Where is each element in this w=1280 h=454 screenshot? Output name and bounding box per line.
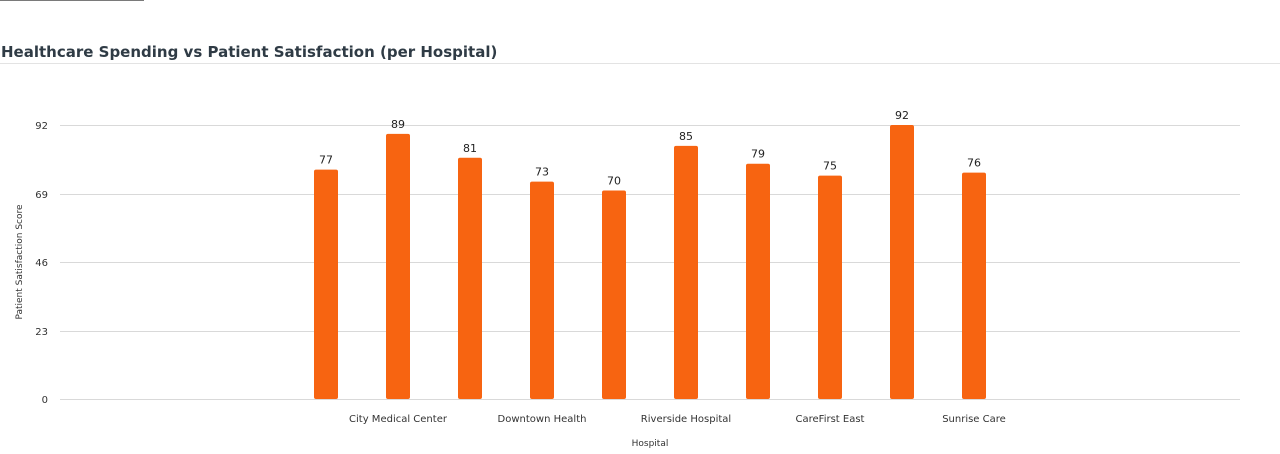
bars xyxy=(314,125,986,399)
title-divider xyxy=(0,63,1280,64)
x-tick-label: City Medical Center xyxy=(349,414,448,425)
y-tick-label: 0 xyxy=(42,395,48,406)
x-tick-label: Riverside Hospital xyxy=(641,414,731,425)
data-label: 85 xyxy=(679,130,693,143)
y-tick-label: 46 xyxy=(35,258,48,269)
data-labels: 77 89 81 73 70 85 79 75 92 76 xyxy=(319,109,981,188)
data-label: 77 xyxy=(319,154,333,167)
top-rule xyxy=(0,0,144,1)
data-label: 70 xyxy=(607,175,621,188)
bar xyxy=(818,175,842,399)
y-tick-labels: 0 23 46 69 92 xyxy=(35,121,48,406)
x-tick-labels: City Medical Center Downtown Health Rivers… xyxy=(349,414,1006,425)
chart-title: Healthcare Spending vs Patient Satisfact… xyxy=(1,43,498,61)
bar xyxy=(890,125,914,399)
data-label: 79 xyxy=(751,148,765,161)
y-axis-title: Patient Satisfaction Score xyxy=(15,204,25,320)
bar xyxy=(530,181,554,399)
bar xyxy=(674,145,698,399)
data-label: 76 xyxy=(967,157,981,170)
data-label: 92 xyxy=(895,109,909,122)
y-tick-label: 69 xyxy=(35,190,48,201)
x-tick-label: Sunrise Care xyxy=(942,414,1006,425)
bar xyxy=(602,190,626,399)
y-tick-label: 23 xyxy=(35,327,48,338)
data-label: 89 xyxy=(391,118,405,131)
bar xyxy=(746,163,770,399)
bar xyxy=(386,133,410,399)
grid-layer xyxy=(60,125,1240,400)
data-label: 75 xyxy=(823,160,837,173)
x-tick-label: CareFirst East xyxy=(796,414,865,425)
data-label: 81 xyxy=(463,142,477,155)
bar xyxy=(314,169,338,399)
data-label: 73 xyxy=(535,166,549,179)
bar xyxy=(458,157,482,399)
bar xyxy=(962,172,986,399)
x-tick-label: Downtown Health xyxy=(498,414,587,425)
x-axis-title: Hospital xyxy=(632,439,669,449)
y-tick-label: 92 xyxy=(35,121,48,132)
